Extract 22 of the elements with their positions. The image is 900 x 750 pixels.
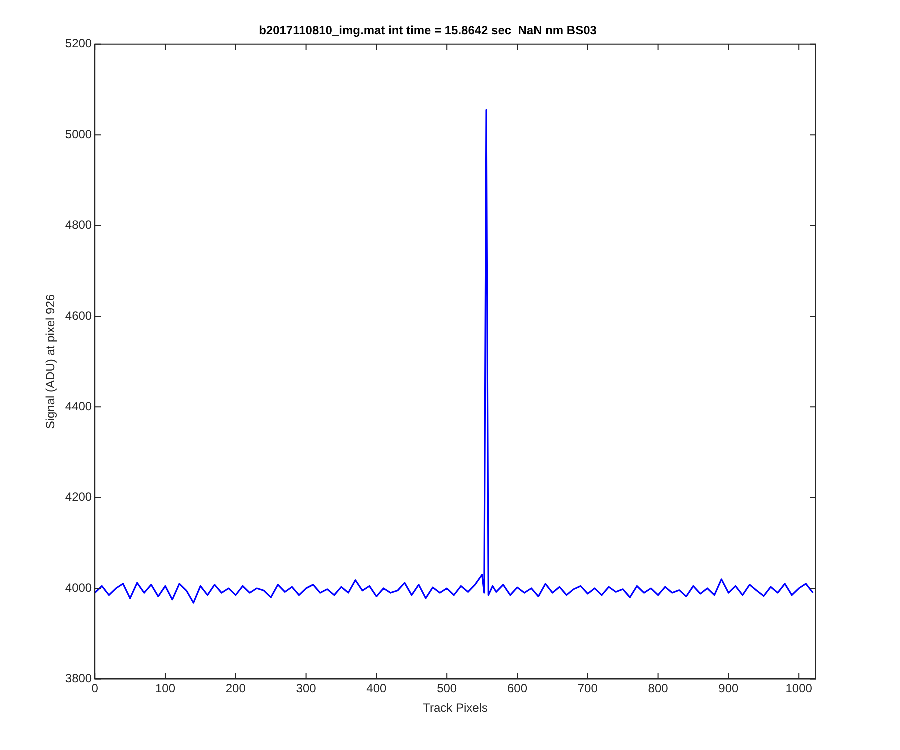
y-tick-label: 3800 bbox=[65, 672, 92, 686]
x-tick-label: 400 bbox=[366, 682, 388, 696]
y-tick-label: 4400 bbox=[65, 399, 92, 414]
y-tick-label: 4200 bbox=[65, 490, 92, 504]
y-tick-label: 4800 bbox=[65, 218, 92, 232]
x-axis-title: Track Pixels bbox=[423, 701, 488, 716]
x-tick-label: 300 bbox=[296, 682, 317, 696]
x-tick-label: 600 bbox=[507, 682, 528, 696]
y-tick-label: 4000 bbox=[65, 580, 92, 595]
x-tick-label: 800 bbox=[648, 682, 669, 696]
y-tick-label: 5000 bbox=[65, 127, 92, 142]
x-tick-label: 100 bbox=[155, 682, 176, 696]
x-tick-label: 700 bbox=[578, 682, 598, 696]
x-tick-label: 900 bbox=[718, 682, 740, 696]
y-tick-label: 4600 bbox=[65, 308, 92, 323]
x-tick-label: 200 bbox=[226, 682, 246, 696]
x-tick-label: 1000 bbox=[786, 682, 813, 696]
y-axis-title: Signal (ADU) at pixel 926 bbox=[44, 294, 58, 430]
x-tick-label: 500 bbox=[437, 682, 458, 696]
x-tick-label: 0 bbox=[92, 682, 99, 696]
chart-title: b2017110810_img.mat int time = 15.8642 sec NaN nm BS03 bbox=[259, 24, 598, 38]
y-tick-label: 5200 bbox=[65, 36, 92, 51]
